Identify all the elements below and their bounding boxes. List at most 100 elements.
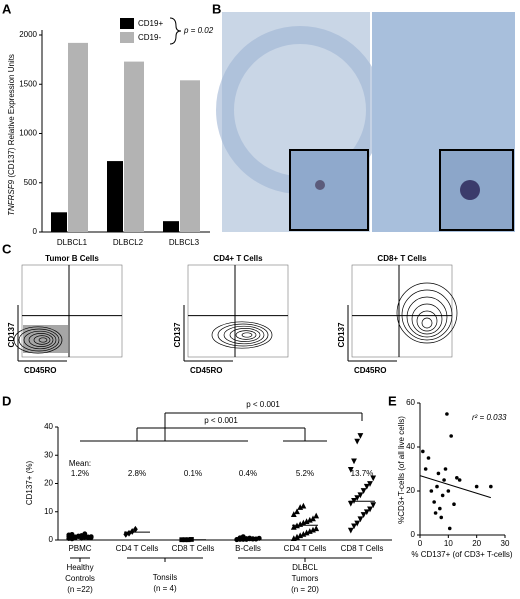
x-tick-label: CD8 T Cells xyxy=(172,544,215,553)
dense-events xyxy=(23,325,68,353)
contour xyxy=(217,323,269,347)
point xyxy=(435,484,439,489)
point xyxy=(449,434,453,438)
flow-y-label: CD137 xyxy=(337,322,346,347)
y-tick-label: 40 xyxy=(406,442,415,451)
point xyxy=(455,476,459,480)
dot xyxy=(300,502,307,509)
y-tick-label: 1000 xyxy=(19,129,37,138)
group-label: (n = 20) xyxy=(291,585,319,594)
y-tick-label: 500 xyxy=(24,178,38,187)
dot xyxy=(310,515,316,522)
point xyxy=(423,467,428,471)
flow-title: CD4+ T Cells xyxy=(213,254,263,263)
dot xyxy=(294,508,300,515)
dot xyxy=(133,525,138,533)
mean-title: Mean: xyxy=(69,459,91,468)
dot xyxy=(357,492,364,499)
mean-label: 13.7% xyxy=(351,469,374,478)
contour xyxy=(406,296,448,338)
y-axis-label: TNFRSF9 (CD137) Relative Expression Unit… xyxy=(7,54,16,216)
bar xyxy=(180,80,200,232)
flow-frame xyxy=(187,264,289,358)
dot xyxy=(354,520,361,527)
contour xyxy=(401,289,453,341)
dot xyxy=(88,534,94,540)
point xyxy=(447,526,452,531)
dot xyxy=(354,438,361,445)
point xyxy=(438,506,442,511)
trend-line xyxy=(419,475,491,499)
y-axis-label-rest: (CD137) Relative Expression Units xyxy=(7,54,16,180)
bar xyxy=(124,61,144,232)
point xyxy=(421,449,425,454)
contour xyxy=(235,330,257,340)
y-tick-label: 20 xyxy=(406,486,415,495)
dot xyxy=(123,530,129,538)
dot xyxy=(256,535,262,541)
y-tick-label: 10 xyxy=(44,507,53,516)
mean-label: 1.2% xyxy=(71,469,89,478)
group-label: DLBCL xyxy=(292,563,318,572)
x-tick-label: CD4 T Cells xyxy=(116,544,159,553)
y-tick-label: 2000 xyxy=(19,30,37,39)
dot xyxy=(129,528,135,535)
dot xyxy=(351,458,357,465)
y-tick-label: 0 xyxy=(411,530,416,539)
group-label: (n = 4) xyxy=(153,584,177,593)
dot xyxy=(313,512,320,519)
panel-letter: D xyxy=(2,393,11,408)
dot xyxy=(370,475,377,482)
contour xyxy=(223,325,265,345)
legend-label: CD19- xyxy=(138,33,161,42)
mean-label: 2.8% xyxy=(128,469,146,478)
contour xyxy=(13,326,63,354)
flow-frame xyxy=(21,264,123,358)
dot xyxy=(363,509,370,516)
panel-letter: E xyxy=(388,393,397,408)
point xyxy=(440,493,445,498)
bar xyxy=(163,221,179,232)
point xyxy=(429,489,434,493)
contour xyxy=(28,333,54,347)
x-tick-label: CD4 T Cells xyxy=(284,544,327,553)
y-axis-label: %CD3+T-cells (of all live cells) xyxy=(397,416,406,524)
bar xyxy=(51,212,67,232)
bar xyxy=(107,161,123,232)
point xyxy=(439,515,444,520)
x-tick-label: DLBCL2 xyxy=(113,238,144,247)
mean-label: 0.1% xyxy=(184,469,202,478)
y-tick-label: 40 xyxy=(44,422,53,431)
contour xyxy=(411,303,443,335)
dot xyxy=(367,506,373,513)
legend-swatch xyxy=(120,32,134,43)
point xyxy=(457,478,462,482)
dot xyxy=(370,502,377,509)
dot xyxy=(360,512,367,518)
annotation: p = 0.02 xyxy=(183,26,214,35)
point xyxy=(433,511,438,515)
flow-y-label: CD137 xyxy=(173,322,182,347)
dot xyxy=(363,483,370,490)
dot xyxy=(244,536,249,541)
contour xyxy=(211,321,273,349)
x-tick-label: DLBCL3 xyxy=(169,238,200,247)
dot xyxy=(354,495,361,502)
flow-x-label: CD45RO xyxy=(190,366,222,375)
group-label: (n =22) xyxy=(67,585,93,594)
point xyxy=(445,412,449,416)
contour xyxy=(18,328,60,352)
dot xyxy=(347,527,354,534)
dot xyxy=(189,537,194,542)
comparison-label: p < 0.001 xyxy=(204,416,238,425)
panel-letter: C xyxy=(2,241,12,256)
y-tick-label: 1500 xyxy=(19,79,37,88)
legend-swatch xyxy=(120,18,134,29)
dot xyxy=(360,488,367,494)
flow-title: CD8+ T Cells xyxy=(377,254,427,263)
point xyxy=(474,484,479,489)
x-tick-label: 20 xyxy=(472,539,481,548)
contour xyxy=(38,337,48,343)
dot xyxy=(347,466,354,473)
